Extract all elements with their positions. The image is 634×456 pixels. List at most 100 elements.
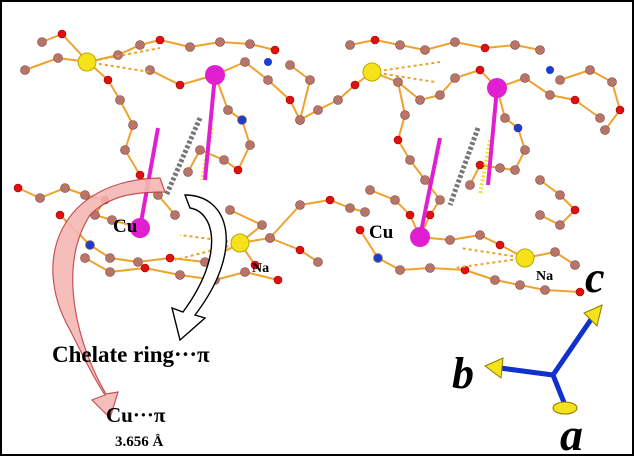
c-atom: [451, 38, 460, 47]
c-atom: [266, 234, 275, 243]
c-atom: [114, 51, 123, 60]
c-atom: [521, 146, 530, 155]
c-atom: [546, 91, 555, 100]
c-atom: [426, 264, 435, 273]
c-atom: [436, 196, 445, 205]
c-atom: [136, 41, 145, 50]
c-atom: [314, 106, 323, 115]
c-atom: [536, 176, 545, 185]
o-atom: [56, 211, 64, 219]
c-atom: [451, 74, 460, 83]
chelate-annotation: Chelate ring···π: [52, 342, 210, 367]
c-atom: [394, 78, 403, 87]
c-atom: [296, 201, 305, 210]
o-atom: [176, 81, 184, 89]
c-atom: [446, 236, 455, 245]
c-atom: [176, 271, 185, 280]
c-atom: [241, 268, 250, 277]
c-atom: [81, 254, 90, 263]
c-atom: [421, 46, 430, 55]
page: {"atom_labels": ["Cu", "Na", "Cu", "Na"]…: [0, 0, 634, 456]
n-atom: [514, 124, 522, 132]
c-atom: [38, 38, 47, 47]
n-atom: [546, 66, 554, 74]
c-atom: [596, 114, 605, 123]
o-atom: [476, 66, 484, 74]
c-atom: [106, 268, 115, 277]
c-atom: [196, 146, 205, 155]
c-atom: [184, 168, 193, 177]
c-atom: [246, 141, 255, 150]
axis-label: c: [585, 253, 605, 302]
c-atom: [129, 121, 138, 130]
o-atom: [496, 241, 504, 249]
cu-atom: [487, 78, 507, 98]
c-atom: [220, 156, 229, 165]
c-atom: [586, 66, 595, 75]
o-atom: [156, 36, 164, 44]
o-atom: [356, 226, 364, 234]
c-atom: [601, 126, 610, 135]
cu-atom: [205, 65, 225, 85]
cu-pi-annotation: Cu···π: [106, 403, 166, 427]
c-atom: [511, 166, 520, 175]
atom-label: Cu: [113, 216, 138, 237]
c-atom: [258, 221, 267, 230]
c-atom: [571, 261, 580, 270]
atom-label: Cu: [369, 222, 394, 243]
o-atom: [104, 76, 112, 84]
o-atom: [286, 96, 294, 104]
c-atom: [361, 208, 370, 217]
c-atom: [466, 181, 475, 190]
atom-label: Na: [536, 269, 553, 284]
c-atom: [21, 66, 30, 75]
o-atom: [426, 211, 434, 219]
o-atom: [274, 276, 282, 284]
axis-label: b: [452, 349, 474, 398]
n-atom: [238, 116, 246, 124]
o-atom: [166, 254, 174, 262]
c-atom: [556, 191, 565, 200]
o-atom: [576, 288, 584, 296]
c-atom: [366, 186, 375, 195]
c-atom: [556, 221, 565, 230]
c-atom: [36, 194, 45, 203]
c-atom: [406, 156, 415, 165]
na-atom: [78, 53, 96, 71]
o-atom: [141, 264, 149, 272]
o-atom: [296, 246, 304, 254]
c-atom: [421, 176, 430, 185]
axis-label: a: [560, 409, 583, 456]
c-atom: [501, 114, 510, 123]
o-atom: [58, 30, 66, 38]
c-atom: [491, 276, 500, 285]
c-atom: [116, 96, 125, 105]
c-atom: [264, 76, 273, 85]
n-atom: [374, 254, 382, 262]
o-atom: [234, 166, 242, 174]
c-atom: [306, 76, 315, 85]
o-atom: [371, 36, 379, 44]
c-atom: [61, 184, 70, 193]
c-atom: [536, 211, 545, 220]
c-atom: [334, 96, 343, 105]
c-atom: [551, 248, 560, 257]
c-atom: [416, 96, 425, 105]
structure-figure: Cu Na Cu Na Chelate ring···π Cu···π 3.65…: [0, 0, 634, 456]
c-atom: [226, 206, 235, 215]
distance-annotation: 3.656 Å: [115, 434, 164, 450]
c-atom: [391, 196, 400, 205]
c-atom: [216, 38, 225, 47]
c-atom: [171, 211, 180, 220]
o-atom: [571, 96, 579, 104]
c-atom: [556, 76, 565, 85]
o-atom: [351, 81, 359, 89]
c-atom: [286, 61, 295, 70]
c-atom: [541, 286, 550, 295]
c-atom: [186, 43, 195, 52]
o-atom: [481, 44, 489, 52]
o-atom: [394, 136, 402, 144]
o-atom: [136, 171, 144, 179]
o-atom: [271, 46, 279, 54]
c-atom: [401, 111, 410, 120]
